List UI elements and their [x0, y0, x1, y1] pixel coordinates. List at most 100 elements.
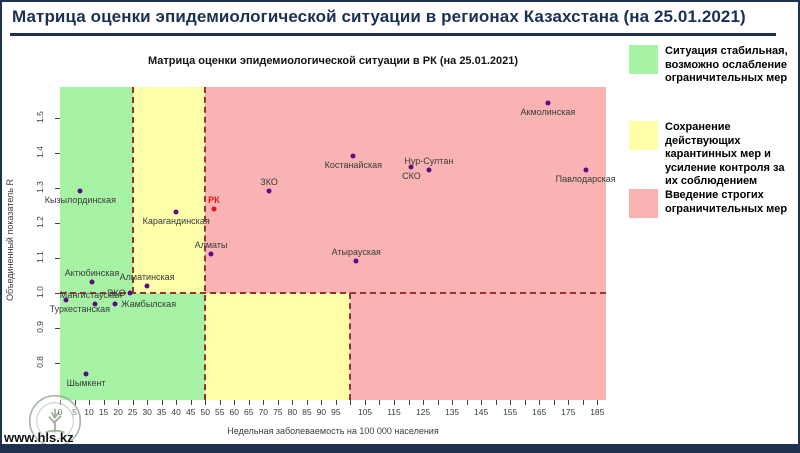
x-axis-tick	[524, 400, 526, 405]
x-axis-tick	[466, 400, 468, 405]
data-point	[89, 279, 95, 285]
data-point	[83, 371, 89, 377]
x-axis-tick	[364, 400, 366, 405]
legend-swatch	[629, 189, 658, 218]
data-point	[426, 167, 432, 173]
data-point	[408, 164, 414, 170]
x-axis-tick	[408, 400, 410, 405]
x-axis-tick-label: 75	[273, 407, 283, 417]
data-point	[350, 153, 356, 159]
zone-yellow-bottom	[205, 292, 351, 400]
data-point-label: Кызылординская	[44, 195, 116, 206]
data-point	[112, 301, 118, 306]
x-axis-label: Недельная заболеваемость на 100 000 насе…	[227, 426, 439, 436]
x-axis-tick-label: 105	[357, 407, 373, 417]
data-point-label: ВКО	[107, 287, 126, 298]
x-axis-tick	[306, 400, 308, 405]
title-divider	[10, 33, 776, 36]
data-point-label: Павлодарская	[555, 174, 616, 185]
legend-item: Ситуация стабильная, возможно ослабление…	[629, 45, 797, 86]
x-axis-tick	[248, 400, 250, 405]
data-point-label: Шымкент	[66, 377, 106, 388]
x-axis-tick	[234, 400, 236, 405]
x-axis-tick	[292, 400, 294, 405]
y-axis-tick-label: 1.3	[35, 180, 45, 193]
x-axis-tick	[277, 400, 279, 405]
y-axis-tick	[55, 363, 60, 365]
legend-label: Сохранение действующих карантинных мер и…	[665, 121, 785, 187]
x-axis-tick	[176, 400, 178, 405]
data-point	[583, 167, 589, 173]
x-axis-tick	[379, 400, 381, 405]
data-point-label: Мангистауская	[59, 289, 122, 300]
x-axis-tick	[350, 400, 352, 405]
chart-title: Матрица оценки эпидемиологической ситуац…	[147, 55, 519, 67]
x-axis-tick-label: 10	[84, 407, 94, 417]
zone-yellow-top	[132, 87, 206, 293]
data-point-label: Жамбылская	[121, 298, 177, 309]
x-axis-tick-label: 70	[258, 407, 269, 417]
zone-green-bottom	[60, 292, 206, 400]
y-axis-tick	[55, 257, 60, 259]
data-point-label: Актюбинская	[64, 268, 120, 279]
x-axis-tick-label: 55	[214, 407, 225, 417]
x-axis-tick	[452, 400, 454, 405]
data-point-label: Нур-Султан	[404, 156, 454, 167]
data-point-label: РК	[208, 194, 220, 205]
x-axis-tick	[263, 400, 265, 405]
x-axis-tick-label: 40	[171, 407, 181, 417]
x-axis-tick	[74, 400, 76, 405]
page-title: Матрица оценки эпидемиологической ситуац…	[12, 7, 746, 26]
x-axis-tick	[553, 400, 555, 405]
legend-item: Введение строгих ограничительных мер	[629, 189, 797, 218]
y-axis-tick	[55, 187, 60, 189]
y-axis-tick	[55, 328, 60, 330]
x-axis-tick	[481, 400, 483, 405]
data-point-label: Алматы	[194, 240, 228, 251]
x-axis-tick	[423, 400, 425, 405]
x-axis-tick	[582, 400, 584, 405]
data-point-label: Акмолинская	[520, 107, 576, 118]
x-axis-tick-label: 185	[590, 407, 605, 417]
zone-green-top	[60, 87, 133, 293]
bottom-bar	[2, 444, 798, 451]
data-point	[92, 301, 98, 306]
x-axis-tick	[161, 400, 163, 405]
x-axis-tick	[118, 400, 120, 405]
x-axis-tick-label: 25	[127, 407, 138, 417]
data-point	[63, 297, 69, 303]
x-axis-tick-label: 145	[474, 407, 489, 417]
x-axis-tick	[495, 400, 497, 405]
data-point-label: Алматинская	[119, 271, 175, 282]
x-axis-tick	[597, 400, 599, 405]
data-point	[545, 100, 551, 106]
zone-pink-bottom	[350, 292, 606, 400]
x-axis-tick-label: 155	[503, 407, 518, 417]
legend-swatch	[629, 121, 658, 150]
x-axis-tick-label: 20	[113, 407, 123, 417]
x-axis-tick-label: 80	[287, 407, 298, 417]
x-axis-tick-label: 125	[415, 407, 431, 417]
legend-label: Ситуация стабильная, возможно ослабление…	[665, 45, 788, 84]
x-axis-tick	[89, 400, 91, 405]
x-axis-tick	[335, 400, 337, 405]
x-axis-tick	[103, 400, 105, 405]
x-axis-tick-label: 65	[244, 407, 254, 417]
y-axis-tick	[55, 152, 60, 154]
x-axis-tick	[510, 400, 512, 405]
y-axis-tick-label: 0.8	[35, 356, 45, 369]
y-axis-tick-label: 1.5	[35, 110, 45, 123]
threshold-line-x50	[204, 87, 207, 400]
legend-item: Сохранение действующих карантинных мер и…	[629, 121, 797, 189]
x-axis-tick-label: 50	[200, 407, 210, 417]
legend-label: Введение строгих ограничительных мер	[665, 189, 788, 215]
data-point	[77, 188, 83, 194]
y-axis-tick-label: 1.4	[35, 145, 45, 158]
threshold-line-x25	[131, 87, 134, 293]
x-axis-tick	[132, 400, 134, 405]
y-axis-tick	[55, 292, 60, 294]
y-axis-label: Объединенный показатель R	[5, 179, 15, 302]
threshold-line-r1	[60, 291, 606, 294]
x-axis-tick-label: 15	[98, 407, 109, 417]
